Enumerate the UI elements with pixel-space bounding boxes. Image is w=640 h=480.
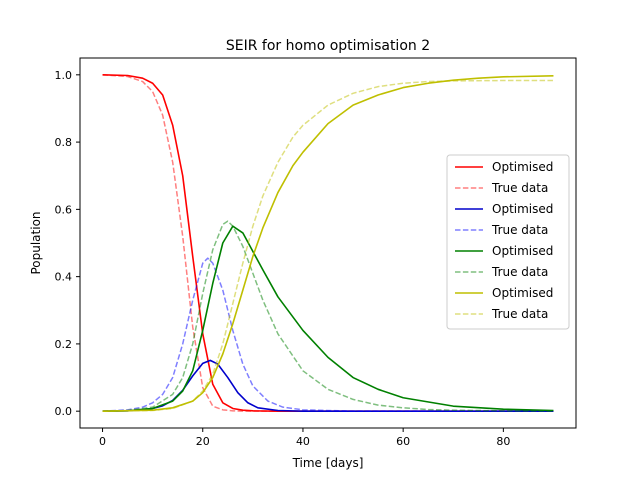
legend-label: Optimised [492, 244, 553, 258]
chart-title: SEIR for homo optimisation 2 [226, 38, 430, 54]
legend: Optimised True data Optimised True data Opti… [446, 154, 570, 330]
y-tick-label: 0.4 [55, 271, 73, 284]
y-tick-label: 0.6 [55, 203, 73, 216]
x-axis-label: Time [days] [292, 456, 364, 470]
axes-layer: 0 20 40 60 80 0.0 0.2 0.4 0.6 0.8 1.0 [55, 69, 511, 448]
x-tick-label: 20 [196, 435, 210, 448]
plot-frame [79, 57, 577, 429]
x-tick-label: 0 [99, 435, 106, 448]
series-line-8-true-data [102, 79, 554, 412]
legend-label: True data [491, 181, 548, 195]
x-tick-label: 80 [496, 435, 510, 448]
series-line-6-true-data [102, 220, 554, 412]
legend-label: True data [491, 223, 548, 237]
legend-label: True data [491, 307, 548, 321]
y-tick-label: 0.2 [55, 338, 73, 351]
y-tick-label: 1.0 [55, 69, 73, 82]
series-line-3-optimised [102, 359, 554, 412]
legend-label: True data [491, 265, 548, 279]
legend-label: Optimised [492, 286, 553, 300]
legend-label: Optimised [492, 160, 553, 174]
series-line-4-true-data [102, 257, 554, 412]
x-tick-label: 60 [396, 435, 410, 448]
y-tick-label: 0.0 [55, 405, 73, 418]
series-line-2-true-data [102, 74, 554, 412]
y-axis-label: Population [29, 211, 43, 274]
legend-box [446, 154, 570, 330]
legend-label: Optimised [492, 202, 553, 216]
series-layer [102, 74, 554, 412]
series-line-7-optimised [102, 75, 554, 412]
y-tick-label: 0.8 [55, 136, 73, 149]
x-tick-label: 40 [296, 435, 310, 448]
